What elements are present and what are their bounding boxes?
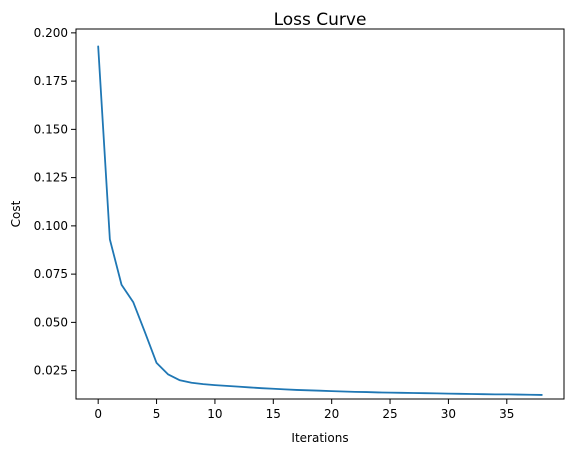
x-axis-label: Iterations bbox=[291, 431, 348, 445]
series-layer bbox=[97, 45, 543, 396]
x-tick-label: 0 bbox=[94, 407, 102, 421]
y-axis-label: Cost bbox=[9, 200, 23, 227]
chart-title: Loss Curve bbox=[274, 10, 367, 30]
x-tick-label: 5 bbox=[153, 407, 161, 421]
x-tick-label: 10 bbox=[207, 407, 222, 421]
y-axis-ticks: 0.025 0.050 0.075 0.100 0.125 0.150 0.175 0.200 bbox=[34, 26, 76, 378]
y-tick-label: 0.100 bbox=[34, 219, 68, 233]
y-tick-label: 0.050 bbox=[34, 315, 68, 329]
x-tick-label: 15 bbox=[266, 407, 281, 421]
y-tick-label: 0.175 bbox=[34, 74, 68, 88]
x-tick-label: 25 bbox=[382, 407, 397, 421]
loss-series-line bbox=[97, 45, 543, 396]
x-tick-label: 20 bbox=[324, 407, 339, 421]
x-tick-label: 30 bbox=[441, 407, 456, 421]
y-tick-label: 0.075 bbox=[34, 267, 68, 281]
y-tick-label: 0.200 bbox=[34, 26, 68, 40]
plot-frame bbox=[75, 28, 565, 400]
y-tick-label: 0.125 bbox=[34, 171, 68, 185]
y-tick-label: 0.025 bbox=[34, 364, 68, 378]
x-tick-label: 35 bbox=[499, 407, 514, 421]
y-tick-label: 0.150 bbox=[34, 122, 68, 136]
x-axis-ticks: 0 5 10 15 20 25 30 35 bbox=[94, 399, 514, 421]
